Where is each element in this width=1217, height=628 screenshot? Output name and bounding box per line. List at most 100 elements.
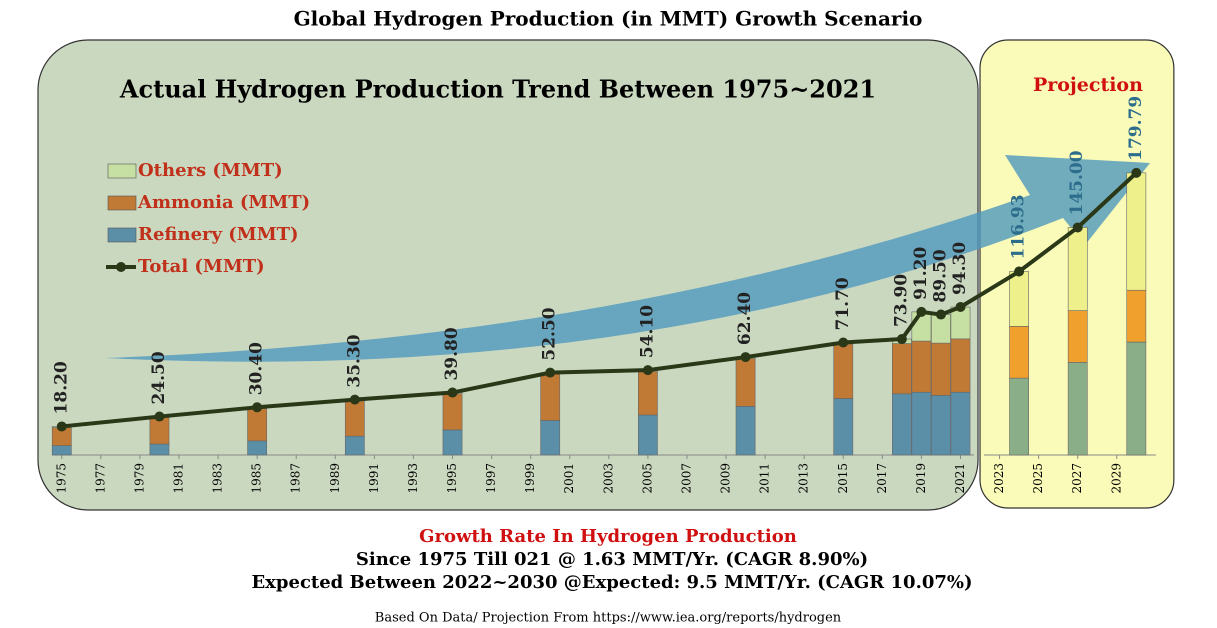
total-point bbox=[935, 309, 946, 320]
bar-segment bbox=[950, 391, 971, 456]
bar-segment bbox=[1126, 172, 1147, 291]
projection-title: Projection bbox=[1033, 74, 1143, 96]
value-label: 116.93 bbox=[1009, 194, 1029, 259]
chart-subtitle: Actual Hydrogen Production Trend Between… bbox=[119, 75, 876, 104]
bar-segment bbox=[735, 406, 756, 456]
bar-segment bbox=[1126, 289, 1147, 343]
bar-segment bbox=[1009, 326, 1029, 379]
x-tick-label: 2015 bbox=[836, 463, 850, 494]
bar-segment bbox=[1067, 362, 1088, 456]
total-point bbox=[447, 387, 458, 398]
total-point bbox=[1014, 266, 1025, 277]
bar-segment bbox=[149, 443, 170, 456]
total-point bbox=[349, 394, 360, 405]
total-line bbox=[61, 171, 1138, 429]
value-label: 35.30 bbox=[344, 334, 364, 387]
x-tick-label: 2029 bbox=[1109, 463, 1123, 494]
bar-segment bbox=[833, 343, 854, 399]
x-tick-label: 1997 bbox=[484, 463, 498, 494]
x-tick-label: 2007 bbox=[679, 463, 693, 494]
x-tick-label: 2025 bbox=[1031, 463, 1045, 494]
bar-segment bbox=[540, 420, 561, 456]
bar-segment bbox=[833, 398, 854, 456]
bar-segment bbox=[51, 445, 72, 456]
total-point bbox=[896, 334, 907, 345]
x-tick-label: 2003 bbox=[601, 463, 615, 494]
bar-segment bbox=[247, 440, 268, 456]
total-point bbox=[154, 411, 165, 422]
x-tick-label: 1981 bbox=[171, 463, 185, 494]
footer-source: Based On Data/ Projection From https://w… bbox=[375, 611, 842, 626]
total-point bbox=[955, 302, 966, 313]
bar-segment bbox=[931, 342, 951, 396]
x-tick-label: 2023 bbox=[992, 463, 1006, 494]
bar-segment bbox=[892, 393, 912, 456]
x-tick-label: 1985 bbox=[250, 463, 264, 494]
footer-line: Since 1975 Till 021 @ 1.63 MMT/Yr. (CAGR… bbox=[356, 549, 868, 570]
total-point bbox=[916, 306, 927, 317]
total-point bbox=[545, 367, 556, 378]
x-tick-label: 1987 bbox=[289, 463, 303, 494]
value-label: 54.10 bbox=[637, 305, 657, 358]
bar-segment bbox=[1067, 310, 1088, 363]
x-tick-label: 1989 bbox=[328, 463, 342, 494]
bar-segment bbox=[344, 400, 365, 437]
bar-segment bbox=[1009, 377, 1029, 456]
bar-segment bbox=[1009, 271, 1029, 327]
x-tick-label: 2001 bbox=[562, 463, 576, 494]
legend-swatch bbox=[107, 163, 137, 179]
x-tick-label: 1993 bbox=[406, 463, 420, 494]
total-point bbox=[1072, 222, 1083, 233]
bar-segment bbox=[638, 371, 658, 416]
legend-marker bbox=[116, 262, 126, 272]
value-label: 52.50 bbox=[540, 307, 560, 360]
bar-segment bbox=[344, 435, 365, 456]
x-tick-label: 2013 bbox=[797, 463, 811, 494]
bar-segment bbox=[247, 408, 268, 442]
total-point bbox=[838, 337, 849, 348]
total-point bbox=[56, 421, 67, 432]
legend-label: Refinery (MMT) bbox=[138, 224, 299, 245]
bar-segment bbox=[931, 395, 951, 456]
legend-swatch bbox=[107, 227, 137, 243]
bar-segment bbox=[1126, 341, 1147, 456]
total-point bbox=[642, 365, 653, 376]
legend-swatch bbox=[107, 195, 137, 211]
bar-segment bbox=[735, 358, 756, 407]
growth-arrow bbox=[105, 155, 1150, 362]
total-point bbox=[740, 352, 751, 363]
x-tick-label: 1983 bbox=[211, 463, 225, 494]
x-tick-label: 2021 bbox=[953, 463, 967, 494]
x-tick-label: 1999 bbox=[523, 463, 537, 494]
value-label: 71.70 bbox=[833, 277, 853, 330]
value-label: 39.80 bbox=[442, 327, 462, 380]
value-label: 94.30 bbox=[950, 242, 970, 295]
x-tick-label: 1991 bbox=[367, 463, 381, 494]
x-tick-label: 1977 bbox=[93, 463, 107, 494]
footer-heading: Growth Rate In Hydrogen Production bbox=[419, 526, 797, 547]
value-label: 18.20 bbox=[51, 361, 71, 414]
bar-segment bbox=[1067, 227, 1088, 311]
legend-label: Ammonia (MMT) bbox=[137, 192, 310, 213]
bar-segment bbox=[442, 429, 463, 456]
x-tick-label: 1975 bbox=[54, 463, 68, 494]
value-label: 30.40 bbox=[247, 342, 267, 395]
chart-title: Global Hydrogen Production (in MMT) Grow… bbox=[294, 7, 923, 31]
x-tick-label: 2019 bbox=[914, 463, 928, 494]
bar-segment bbox=[911, 391, 932, 456]
total-point bbox=[1131, 167, 1142, 178]
value-label: 62.40 bbox=[735, 292, 755, 345]
legend-label: Others (MMT) bbox=[138, 160, 283, 181]
bar-segment bbox=[638, 414, 658, 456]
total-point bbox=[252, 402, 263, 413]
footer-line: Expected Between 2022~2030 @Expected: 9.… bbox=[251, 572, 972, 593]
value-label: 179.79 bbox=[1126, 96, 1146, 161]
x-tick-label: 2027 bbox=[1070, 463, 1084, 494]
bar-segment bbox=[950, 338, 971, 393]
x-tick-label: 2009 bbox=[719, 463, 733, 494]
value-label: 73.90 bbox=[891, 274, 911, 327]
x-tick-label: 1979 bbox=[132, 463, 146, 494]
value-label: 145.00 bbox=[1067, 150, 1087, 215]
x-tick-label: 2011 bbox=[758, 463, 772, 494]
